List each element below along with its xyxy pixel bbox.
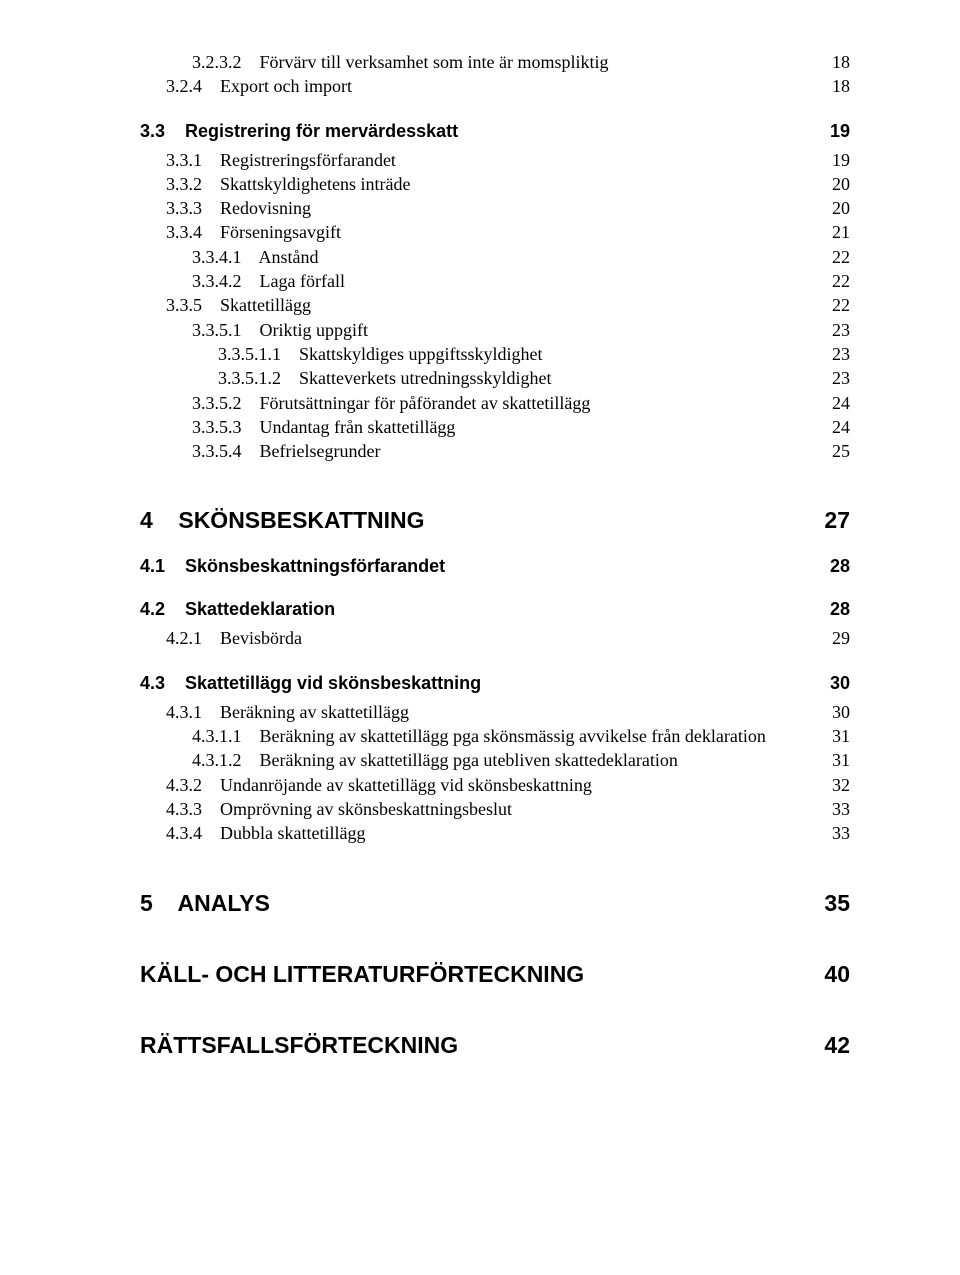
table-of-contents: 3.2.3.2 Förvärv till verksamhet som inte… [140,50,850,1059]
toc-entry-label: 3.3.2 Skattskyldighetens inträde [166,172,820,196]
toc-entry-page: 20 [820,196,850,220]
toc-entry: 3.3.2 Skattskyldighetens inträde20 [166,172,850,196]
toc-entry-page: 22 [820,269,850,293]
toc-entry-label: 4.3.1 Beräkning av skattetillägg [166,700,820,724]
toc-entry-label: 3.2.3.2 Förvärv till verksamhet som inte… [192,50,820,74]
toc-entry-label: 3.3 Registrering för mervärdesskatt [140,121,820,142]
toc-entry-label: 3.3.5.4 Befrielsegrunder [192,439,820,463]
toc-entry: 3.3.5.3 Undantag från skattetillägg24 [192,415,850,439]
toc-entry-page: 25 [820,439,850,463]
toc-entry: 4.3.1 Beräkning av skattetillägg30 [166,700,850,724]
toc-entry: 4.3.4 Dubbla skattetillägg33 [166,821,850,845]
toc-entry-label: 3.3.5 Skattetillägg [166,293,820,317]
toc-entry: 4.3.2 Undanröjande av skattetillägg vid … [166,773,850,797]
toc-entry: 3.3 Registrering för mervärdesskatt19 [140,121,850,142]
toc-entry: 3.3.5.1.1 Skattskyldiges uppgiftsskyldig… [218,342,850,366]
toc-entry-page: 28 [820,599,850,620]
toc-entry: 3.3.1 Registreringsförfarandet19 [166,148,850,172]
toc-entry-page: 30 [820,673,850,694]
toc-entry: 4.3.3 Omprövning av skönsbeskattningsbes… [166,797,850,821]
toc-entry: 4.3 Skattetillägg vid skönsbeskattning30 [140,673,850,694]
toc-entry-page: 28 [820,556,850,577]
toc-entry-page: 22 [820,245,850,269]
toc-entry: 4.3.1.1 Beräkning av skattetillägg pga s… [192,724,850,748]
toc-entry: 3.3.3 Redovisning20 [166,196,850,220]
toc-entry-page: 24 [820,415,850,439]
toc-entry: KÄLL- OCH LITTERATURFÖRTECKNING40 [140,961,850,988]
toc-entry-label: 3.3.5.3 Undantag från skattetillägg [192,415,820,439]
toc-entry-label: 4.3.3 Omprövning av skönsbeskattningsbes… [166,797,820,821]
toc-entry-label: KÄLL- OCH LITTERATURFÖRTECKNING [140,961,820,988]
toc-entry-label: 3.3.5.1.1 Skattskyldiges uppgiftsskyldig… [218,342,820,366]
toc-entry-label: 3.3.5.2 Förutsättningar för påförandet a… [192,391,820,415]
toc-entry: 4 SKÖNSBESKATTNING27 [140,507,850,534]
toc-entry-label: 3.3.4.1 Anstånd [192,245,820,269]
toc-entry-label: 5 ANALYS [140,890,820,917]
toc-entry-page: 18 [820,74,850,98]
toc-entry: 3.3.5.1 Oriktig uppgift23 [192,318,850,342]
toc-entry: 4.2 Skattedeklaration28 [140,599,850,620]
toc-entry-page: 32 [820,773,850,797]
toc-entry: 4.2.1 Bevisbörda29 [166,626,850,650]
toc-entry-page: 31 [820,748,850,772]
toc-entry-page: 24 [820,391,850,415]
toc-entry: 3.3.5.4 Befrielsegrunder25 [192,439,850,463]
toc-entry-label: 4.3.4 Dubbla skattetillägg [166,821,820,845]
toc-entry: 3.3.4.2 Laga förfall22 [192,269,850,293]
toc-entry-page: 40 [820,961,850,988]
toc-entry-label: 3.3.3 Redovisning [166,196,820,220]
toc-entry-page: 33 [820,821,850,845]
toc-entry-page: 20 [820,172,850,196]
toc-entry-label: 3.3.5.1.2 Skatteverkets utredningsskyldi… [218,366,820,390]
toc-entry-page: 27 [820,507,850,534]
toc-entry: 3.3.4.1 Anstånd22 [192,245,850,269]
toc-entry: 3.3.5.2 Förutsättningar för påförandet a… [192,391,850,415]
toc-entry-page: 23 [820,318,850,342]
toc-entry: 4.1 Skönsbeskattningsförfarandet28 [140,556,850,577]
toc-entry-label: 4.3.1.1 Beräkning av skattetillägg pga s… [192,724,820,748]
toc-entry-label: 4.1 Skönsbeskattningsförfarandet [140,556,820,577]
toc-entry-page: 33 [820,797,850,821]
toc-entry-page: 19 [820,121,850,142]
toc-entry-label: 3.3.1 Registreringsförfarandet [166,148,820,172]
toc-entry-page: 22 [820,293,850,317]
toc-entry: 3.3.5 Skattetillägg22 [166,293,850,317]
toc-entry: 3.3.5.1.2 Skatteverkets utredningsskyldi… [218,366,850,390]
toc-entry-page: 29 [820,626,850,650]
toc-entry-page: 18 [820,50,850,74]
toc-entry-label: 4.2 Skattedeklaration [140,599,820,620]
toc-entry: 3.2.4 Export och import18 [166,74,850,98]
toc-entry-label: 3.3.4.2 Laga förfall [192,269,820,293]
toc-entry-label: 4 SKÖNSBESKATTNING [140,507,820,534]
toc-entry-label: 4.2.1 Bevisbörda [166,626,820,650]
toc-entry: 3.3.4 Förseningsavgift21 [166,220,850,244]
toc-entry: 4.3.1.2 Beräkning av skattetillägg pga u… [192,748,850,772]
toc-entry: 5 ANALYS35 [140,890,850,917]
toc-entry-page: 31 [820,724,850,748]
toc-entry-label: 4.3.2 Undanröjande av skattetillägg vid … [166,773,820,797]
toc-entry-label: 3.3.5.1 Oriktig uppgift [192,318,820,342]
toc-entry-page: 23 [820,342,850,366]
toc-entry: 3.2.3.2 Förvärv till verksamhet som inte… [192,50,850,74]
toc-entry-page: 30 [820,700,850,724]
toc-entry-label: 4.3.1.2 Beräkning av skattetillägg pga u… [192,748,820,772]
toc-entry-page: 21 [820,220,850,244]
toc-entry-page: 19 [820,148,850,172]
toc-entry-label: 3.2.4 Export och import [166,74,820,98]
toc-entry-label: RÄTTSFALLSFÖRTECKNING [140,1032,820,1059]
toc-entry-page: 35 [820,890,850,917]
toc-entry-page: 42 [820,1032,850,1059]
toc-entry-label: 3.3.4 Förseningsavgift [166,220,820,244]
toc-entry-page: 23 [820,366,850,390]
toc-entry-label: 4.3 Skattetillägg vid skönsbeskattning [140,673,820,694]
toc-entry: RÄTTSFALLSFÖRTECKNING42 [140,1032,850,1059]
